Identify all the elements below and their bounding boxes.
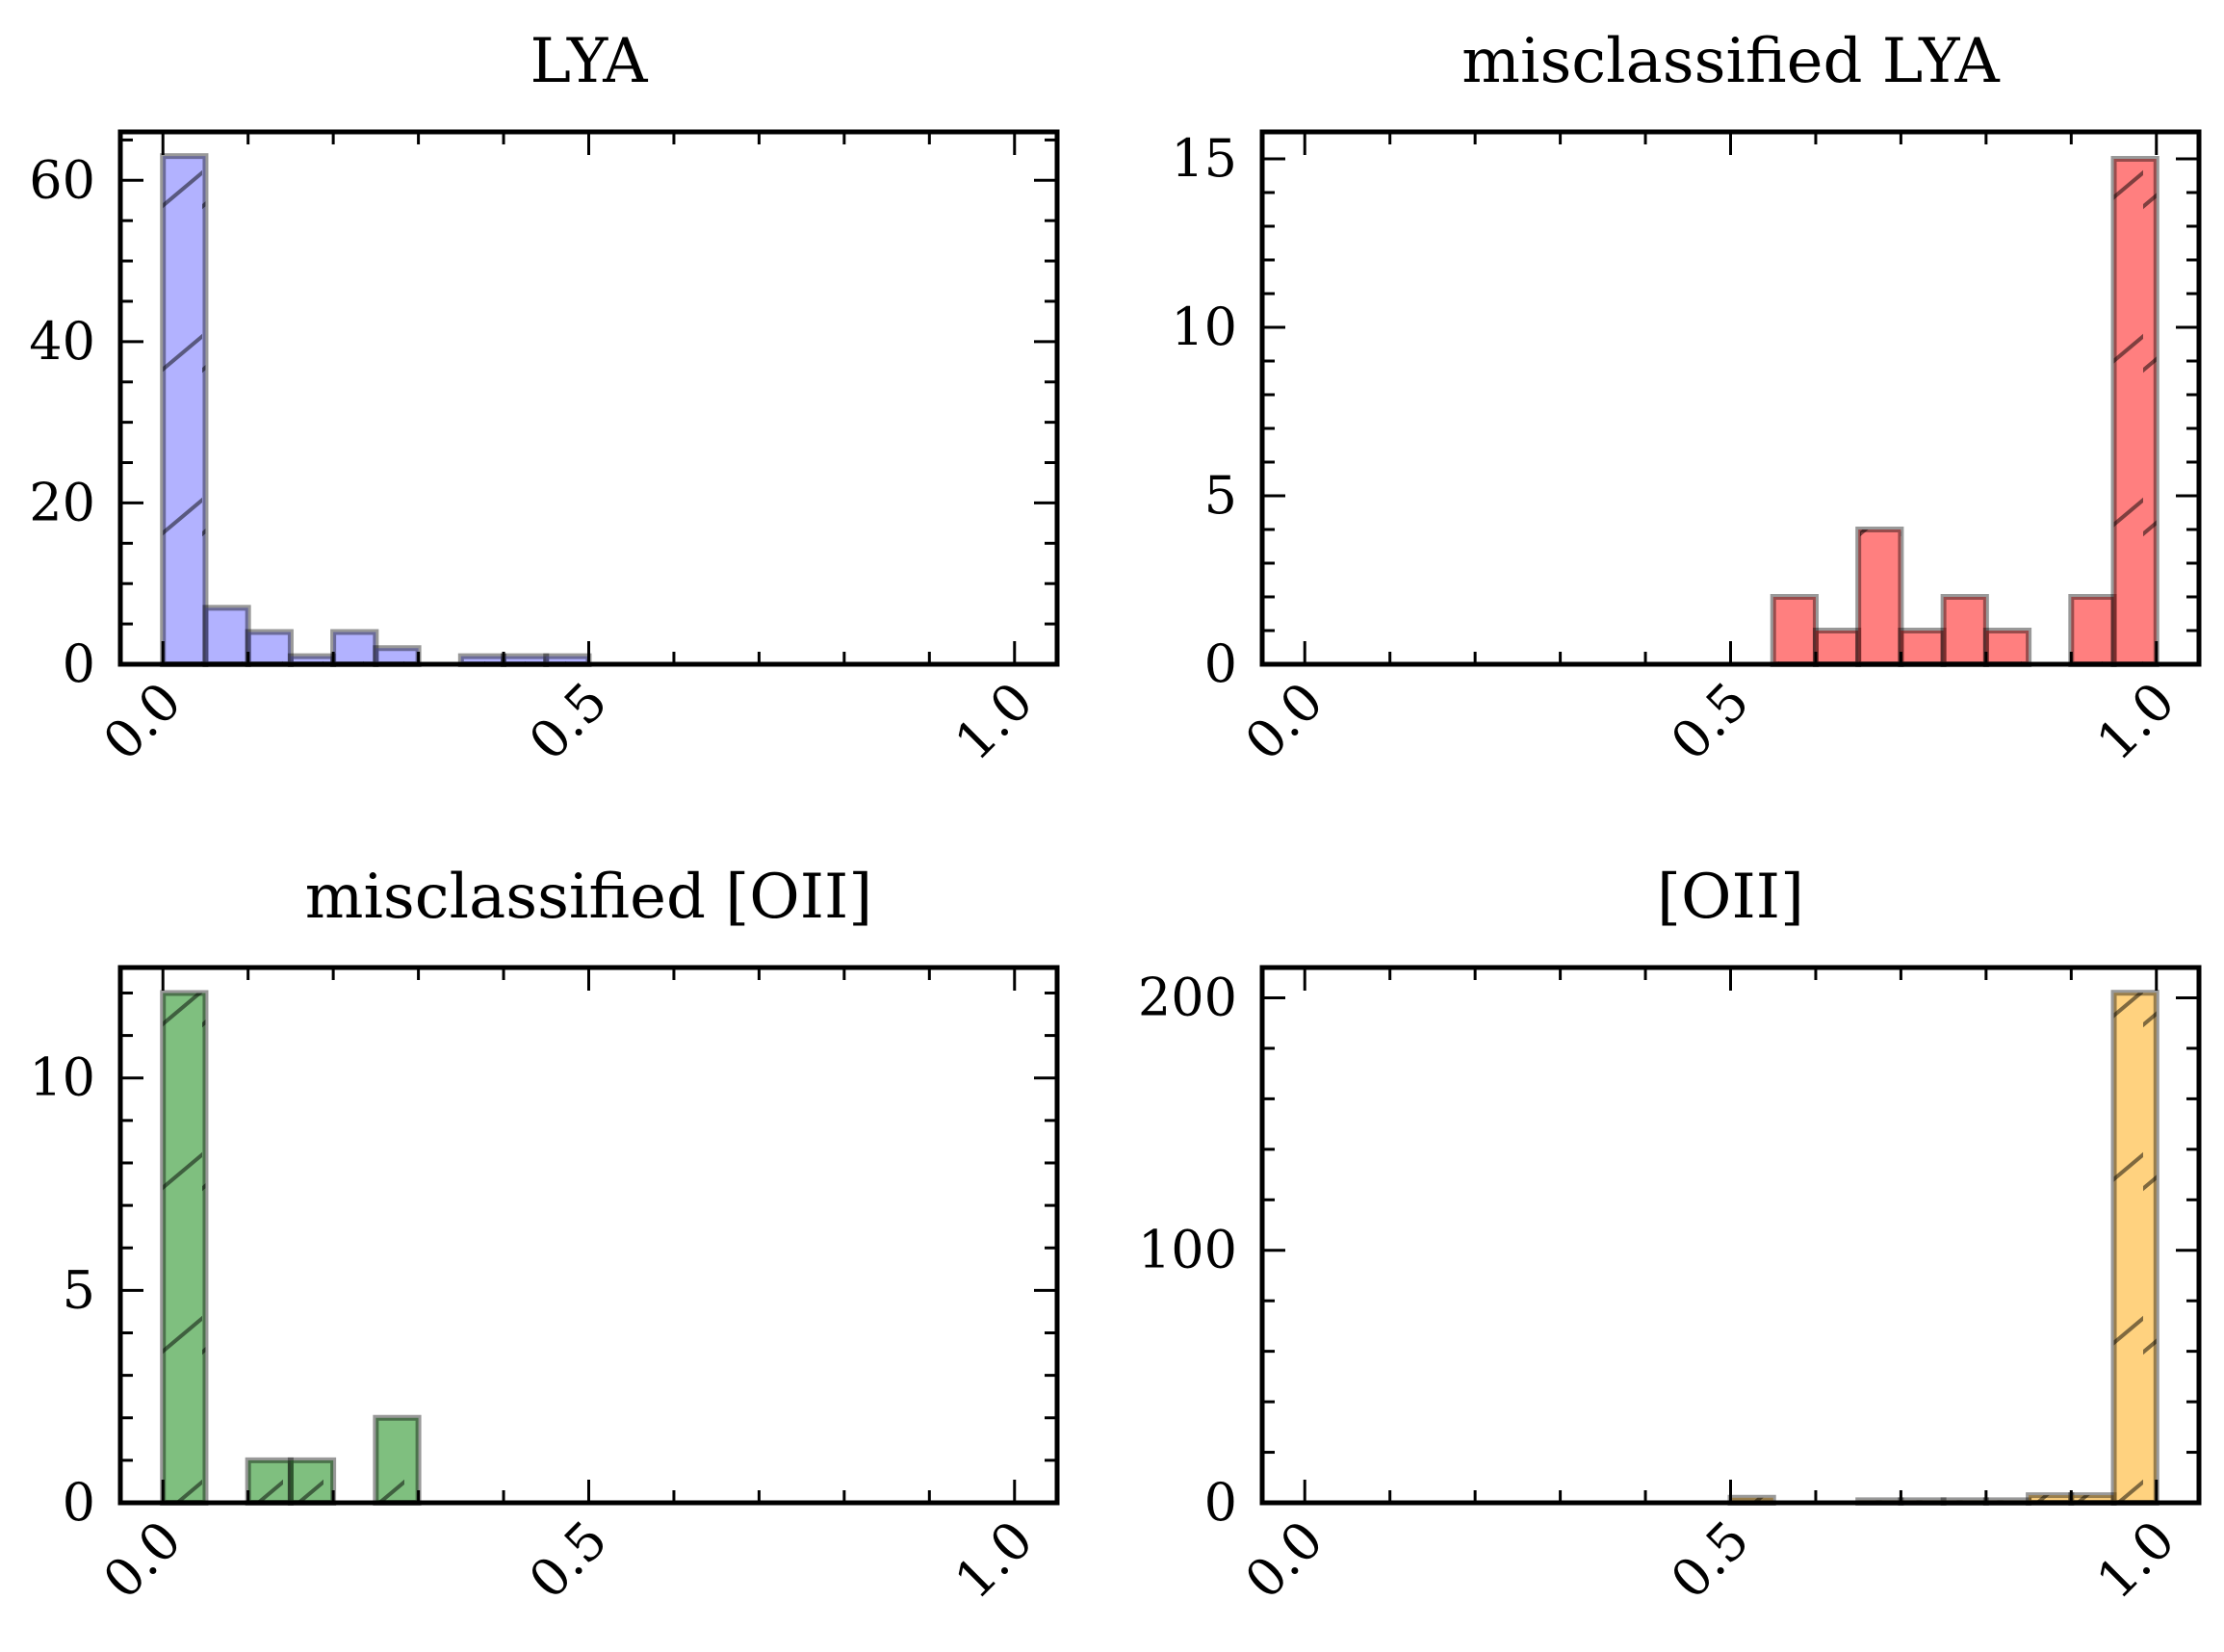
axes-frame [117,965,1060,1506]
y-tick-label: 10 [29,1047,95,1108]
x-tick-label: 0.5 [1659,1510,1760,1611]
x-tick-label: 0.0 [1233,671,1334,772]
histogram-bar [2110,990,2159,1506]
histogram-bar [2110,156,2159,667]
x-tick-label: 1.0 [2085,1510,2186,1611]
histogram-bar [1812,628,1862,667]
y-tick-label: 60 [29,149,95,210]
y-tick-label: 40 [29,311,95,372]
histogram-bar [160,990,209,1506]
y-tick-label: 0 [63,633,95,694]
histogram-bar [2068,594,2117,667]
y-tick-label: 5 [1204,465,1237,526]
panel-oii: [OII] 0.0 0.5 1.0 0 100 200 [1138,862,2202,1611]
histogram-bar [160,153,209,668]
chart-title: misclassified [OII] [305,862,872,933]
x-tick-label: 0.0 [91,671,193,772]
x-tick-label: 0.0 [91,1510,193,1611]
y-tick-label: 20 [29,472,95,532]
y-tick-label: 15 [1171,128,1237,189]
histogram-bar [373,645,422,668]
x-tick-label: 0.5 [517,1510,618,1611]
axes-frame [1259,129,2202,667]
chart-title: misclassified LYA [1461,26,2000,97]
x-tick-label: 1.0 [944,671,1045,772]
y-tick-label: 10 [1171,297,1237,357]
axes-frame [117,129,1060,667]
panel-misclassified-oii: misclassified [OII] 0.0 0.5 1.0 0 5 10 [29,862,1060,1611]
y-tick-label: 100 [1138,1220,1237,1280]
histogram-bar [245,1457,294,1507]
y-tick-label: 5 [63,1259,95,1320]
y-tick-label: 0 [1204,633,1237,694]
x-tick-label: 0.5 [1659,671,1760,772]
chart-title: [OII] [1657,862,1804,933]
histogram-bar [202,605,251,668]
x-tick-label: 0.0 [1233,1510,1334,1611]
y-tick-label: 200 [1138,967,1237,1027]
panel-misclassified-lya: misclassified LYA 0.0 0.5 1.0 0 5 10 15 [1171,26,2202,772]
chart-title: LYA [530,26,649,97]
y-tick-label: 0 [63,1472,95,1533]
histogram-bar [1982,628,2032,667]
x-tick-label: 0.5 [517,671,618,772]
histogram-bar [1898,628,1947,667]
panel-lya: LYA 0.0 0.5 1.0 0 20 40 60 [29,26,1060,772]
histogram-bar [1940,594,1989,667]
histogram-bar [1770,594,1819,667]
histogram-bar [1855,527,1904,667]
histogram-bar [287,1457,337,1507]
histogram-bar [245,629,294,668]
histogram-bar [373,1414,422,1506]
histogram-bar [330,629,379,668]
axes-frame [1259,965,2202,1506]
x-tick-label: 1.0 [2085,671,2186,772]
y-tick-label: 0 [1204,1472,1237,1533]
x-tick-label: 1.0 [944,1510,1045,1611]
